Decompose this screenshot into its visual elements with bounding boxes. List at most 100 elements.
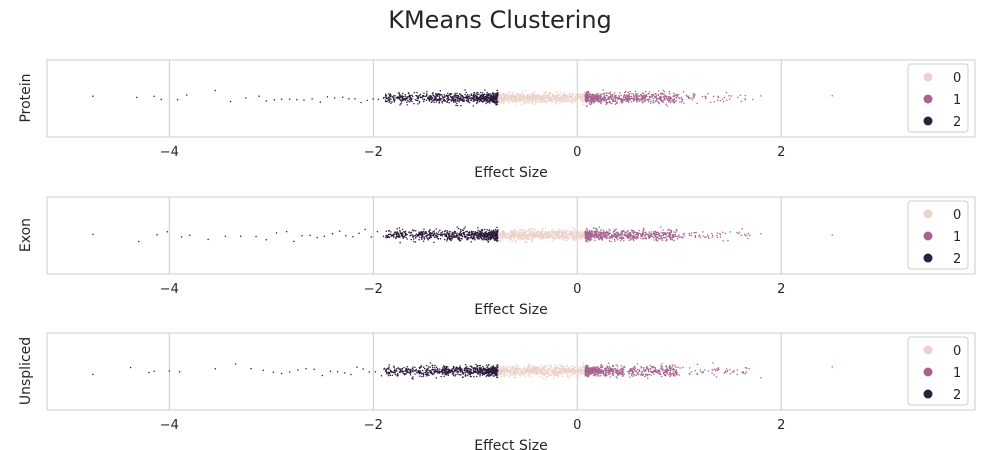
point-cluster-2 [391,234,393,237]
point-cluster-1 [653,239,655,241]
point-cluster-0 [530,234,533,236]
point-cluster-1 [604,101,607,103]
point-cluster-2 [441,235,444,237]
point-cluster-0 [545,100,547,103]
point-cluster-1 [627,91,629,93]
point-cluster-2 [471,238,474,240]
point-cluster-0 [540,99,543,102]
point-cluster-0 [551,234,554,237]
point-cluster-2 [430,98,432,100]
point-cluster-0 [572,239,575,241]
point-cluster-2 [476,372,479,374]
point-cluster-0 [520,93,522,96]
point-cluster-0 [503,97,506,100]
point-cluster-0 [540,97,543,99]
point-cluster-0 [523,98,526,101]
point-cluster-0 [576,98,579,100]
point-cluster-2 [426,237,428,239]
point-cluster-2 [481,228,483,231]
point-cluster-0 [553,238,556,241]
point-cluster-2 [389,100,391,102]
point-cluster-0 [544,233,547,236]
point-cluster-2 [455,96,457,99]
point-cluster-0 [551,97,553,100]
point-cluster-2 [494,236,497,239]
point-cluster-1 [621,231,623,234]
point-cluster-0 [550,95,552,97]
point-cluster-0 [565,239,568,242]
point-cluster-0 [529,238,531,240]
point-cluster-2 [473,91,476,94]
point-cluster-1 [621,102,623,104]
point-cluster-2 [418,236,421,239]
point-cluster-2 [485,238,488,241]
point-cluster-0 [547,98,550,100]
point-cluster-2 [418,231,420,233]
point-cluster-2 [408,101,410,103]
point-cluster-0 [541,238,544,240]
point-cluster-1 [652,99,655,102]
point-cluster-0 [539,94,542,97]
point-cluster-1 [726,99,728,102]
point-cluster-2 [476,367,479,370]
point-cluster-0 [574,235,576,238]
point-cluster-1 [631,93,633,95]
point-cluster-2 [288,371,291,373]
point-cluster-2 [465,91,467,94]
point-cluster-2 [447,234,450,236]
point-cluster-1 [691,97,693,99]
point-cluster-1 [630,238,632,240]
point-cluster-1 [627,229,629,232]
point-cluster-2 [488,99,491,102]
point-cluster-1 [671,99,674,101]
point-cluster-2 [250,367,252,370]
point-cluster-2 [412,238,415,240]
point-cluster-2 [436,99,438,102]
point-cluster-2 [403,230,405,233]
point-cluster-2 [470,368,472,371]
point-cluster-0 [531,231,533,233]
point-cluster-0 [562,238,564,241]
point-cluster-1 [760,376,762,379]
point-cluster-1 [613,235,615,238]
point-cluster-2 [255,235,257,238]
point-cluster-1 [647,235,650,238]
point-cluster-1 [597,100,599,102]
point-cluster-0 [581,99,583,102]
point-cluster-2 [288,98,291,100]
point-cluster-2 [331,232,334,235]
point-cluster-1 [586,231,589,233]
point-cluster-1 [632,235,635,237]
point-cluster-0 [538,99,541,102]
point-cluster-2 [439,229,441,231]
point-cluster-2 [468,97,470,100]
point-cluster-2 [469,375,472,378]
point-cluster-1 [692,93,694,95]
point-cluster-2 [495,103,497,106]
point-cluster-2 [388,364,390,366]
point-cluster-1 [588,103,590,105]
point-cluster-1 [617,233,620,235]
point-cluster-0 [559,236,561,238]
point-cluster-0 [525,95,528,98]
point-cluster-1 [661,93,663,96]
point-cluster-1 [633,98,636,100]
point-cluster-2 [470,236,472,239]
point-cluster-2 [474,237,476,239]
point-cluster-1 [593,98,595,100]
point-cluster-2 [387,374,390,377]
point-cluster-2 [418,238,420,241]
point-cluster-2 [452,371,454,373]
point-cluster-2 [422,94,425,97]
point-cluster-0 [557,228,559,231]
point-cluster-0 [520,229,523,232]
point-cluster-0 [499,100,501,103]
point-cluster-1 [596,228,598,230]
point-cluster-1 [618,92,621,94]
point-cluster-2 [385,230,387,232]
point-cluster-0 [516,237,519,239]
point-cluster-2 [481,100,483,103]
point-cluster-1 [744,235,747,237]
point-cluster-1 [690,232,693,234]
point-cluster-1 [737,96,739,99]
